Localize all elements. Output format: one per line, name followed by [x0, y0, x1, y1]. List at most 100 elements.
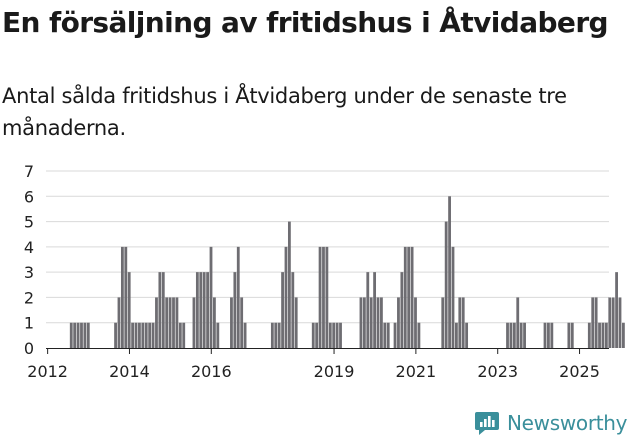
bar: [233, 272, 237, 348]
bar: [322, 246, 325, 348]
bar: [587, 322, 591, 348]
bar: [397, 297, 400, 348]
bar: [400, 272, 404, 348]
bar: [335, 322, 339, 348]
bar: [155, 297, 158, 348]
x-tick-label: 2014: [109, 362, 150, 381]
bar: [448, 196, 451, 348]
x-tick-label: 2019: [314, 362, 355, 381]
bar: [138, 322, 141, 348]
bar: [359, 297, 363, 348]
bar: [444, 221, 448, 348]
bar: [615, 272, 618, 348]
bar: [243, 322, 247, 348]
bar: [618, 297, 622, 348]
bar: [230, 297, 233, 348]
bar: [120, 246, 124, 348]
bar: [512, 322, 516, 348]
bar: [287, 221, 291, 348]
bar: [465, 322, 469, 348]
bar: [315, 322, 319, 348]
bar: [165, 297, 169, 348]
bar: [175, 297, 179, 348]
bar: [195, 272, 199, 348]
bar: [80, 322, 83, 348]
bar: [414, 297, 417, 348]
bar: [291, 272, 295, 348]
bar: [73, 322, 77, 348]
y-tick-label: 1: [24, 314, 34, 333]
bar: [161, 272, 165, 348]
bar: [380, 297, 383, 348]
bar: [604, 322, 608, 348]
bar: [410, 246, 414, 348]
bar: [339, 322, 342, 348]
bar: [281, 272, 284, 348]
bar: [206, 272, 209, 348]
bar: [543, 322, 547, 348]
bar: [202, 272, 206, 348]
x-tick-label: 2025: [559, 362, 600, 381]
bar: [523, 322, 526, 348]
bar: [274, 322, 278, 348]
bars: [69, 196, 625, 348]
y-tick-label: 3: [24, 263, 34, 282]
y-tick-label: 7: [24, 162, 34, 181]
bar: [158, 272, 162, 348]
bar: [373, 272, 377, 348]
bar: [621, 322, 625, 348]
bar: [134, 322, 138, 348]
bar: [76, 322, 80, 348]
bar: [451, 246, 455, 348]
y-tick-label: 5: [24, 213, 34, 232]
bar: [151, 322, 155, 348]
y-tick-label: 6: [24, 187, 34, 206]
bar: [83, 322, 87, 348]
bar: [601, 322, 605, 348]
bar: [178, 322, 182, 348]
bar: [386, 322, 390, 348]
bar: [144, 322, 148, 348]
bar: [114, 322, 117, 348]
bar: [148, 322, 152, 348]
bar: [318, 246, 322, 348]
bar: [141, 322, 145, 348]
bar: [454, 322, 458, 348]
bar: [131, 322, 135, 348]
bar: [213, 297, 216, 348]
bar-chart: 0 1 2 3 4 5 6 7 2012 2014 2016 2019 2021 2023 2025 1: [24, 162, 625, 381]
y-axis-ticks: 0 1 2 3 4 5 6 7: [24, 162, 34, 358]
bar: [192, 297, 196, 348]
bar: [369, 297, 373, 348]
y-tick-label: 2: [24, 288, 34, 307]
y-tick-label: 4: [24, 238, 34, 257]
bar: [591, 297, 595, 348]
newsworthy-brand[interactable]: Newsworthy: [474, 407, 628, 439]
y-tick-label: 0: [24, 339, 34, 358]
bar: [407, 246, 411, 348]
bar: [182, 322, 186, 348]
bar: [516, 297, 520, 348]
bar: [441, 297, 445, 348]
bar: [199, 272, 203, 348]
bar: [458, 297, 462, 348]
bar: [506, 322, 509, 348]
bar: [376, 297, 380, 348]
newsworthy-logo-icon: [475, 412, 499, 435]
bar: [172, 297, 175, 348]
bar: [547, 322, 550, 348]
bar: [270, 322, 274, 348]
bar: [69, 322, 73, 348]
bar: [236, 246, 240, 348]
bar: [328, 322, 332, 348]
bar: [461, 297, 465, 348]
bar: [209, 246, 213, 348]
bar: [168, 297, 172, 348]
bar: [509, 322, 513, 348]
bar: [124, 246, 128, 348]
bar: [519, 322, 523, 348]
bar: [383, 322, 387, 348]
bar: [594, 297, 598, 348]
bar: [598, 322, 601, 348]
bar: [567, 322, 571, 348]
